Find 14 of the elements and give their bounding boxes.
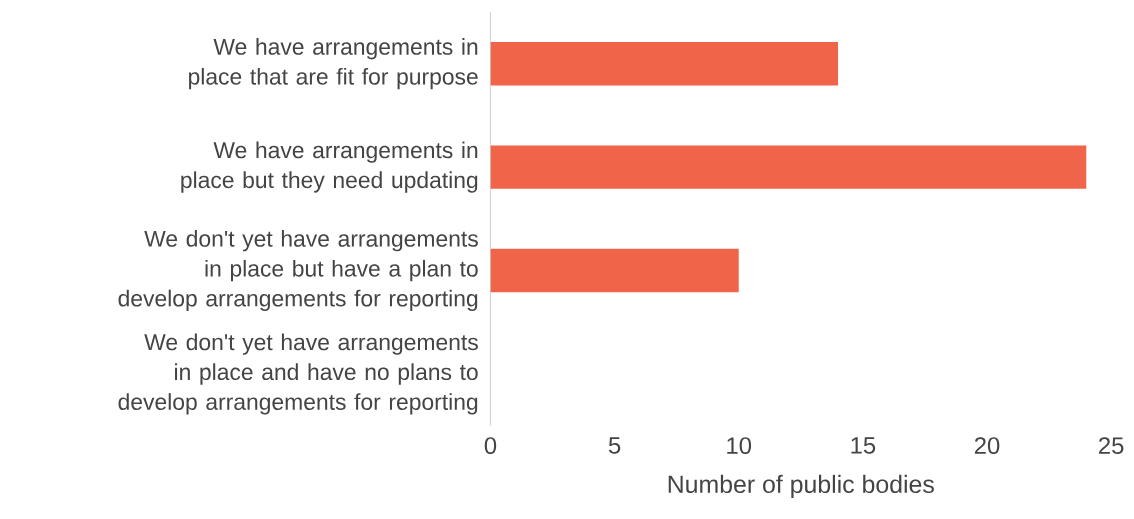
- bar: [490, 248, 739, 293]
- x-tick-label: 15: [851, 437, 876, 454]
- y-tick-label: We don't yet have arrangements in place and have no plans to develop arrangements for reporting: [118, 333, 478, 415]
- x-axis-title: Number of public bodies: [668, 474, 934, 498]
- x-tick-label: 20: [974, 437, 1000, 454]
- y-tick-label: We have arrangements in place but they need updating: [181, 141, 478, 193]
- y-tick-label: We have arrangements in place that are fit for purpose: [189, 37, 478, 90]
- x-tick-label: 0: [484, 437, 497, 454]
- x-tick-label: 25: [1099, 437, 1124, 454]
- bar: [490, 41, 839, 86]
- x-tick-label: 5: [608, 437, 621, 454]
- y-tick-label: We don't yet have arrangements in place but have a plan to develop arrangements for reporting: [118, 229, 478, 311]
- x-tick-label: 10: [727, 437, 752, 454]
- bar: [490, 145, 1087, 189]
